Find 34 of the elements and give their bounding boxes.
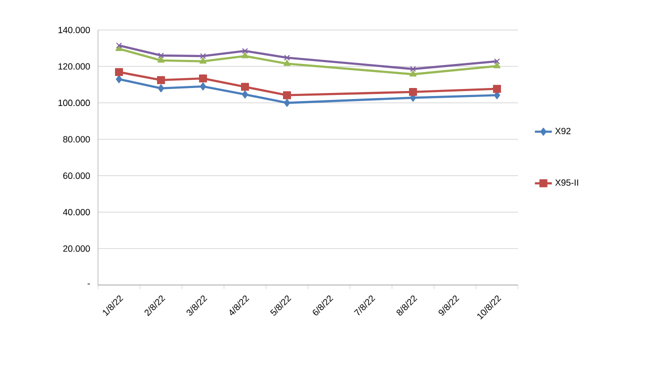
point (242, 48, 248, 54)
y-tick-label: 100.000 (58, 100, 90, 106)
point (157, 76, 165, 84)
y-tick-label: 20.000 (63, 245, 90, 252)
point (116, 75, 122, 84)
point (493, 84, 501, 93)
point (241, 82, 249, 91)
y-tick-label: 140.000 (58, 26, 90, 34)
point (158, 52, 164, 58)
point (242, 90, 248, 98)
point (283, 91, 291, 100)
point (199, 57, 207, 64)
point (115, 68, 123, 76)
point (409, 70, 417, 76)
point (493, 62, 501, 68)
point (199, 74, 207, 82)
legend-label: X92 (555, 128, 570, 134)
point (200, 53, 206, 60)
point (284, 98, 290, 107)
point (494, 58, 500, 64)
point (410, 66, 416, 72)
point (116, 42, 122, 48)
y-tick-label: 60.000 (63, 172, 90, 179)
point (284, 54, 290, 61)
point (409, 88, 417, 96)
point (200, 82, 206, 90)
point (157, 56, 165, 63)
y-tick-label: 120.000 (58, 63, 90, 70)
point (158, 84, 164, 92)
y-tick-label: 40.000 (63, 208, 90, 216)
legend-label: X95-II (555, 179, 578, 186)
point (283, 60, 291, 66)
y-tick-label: 80.000 (63, 136, 90, 142)
point (241, 52, 249, 58)
